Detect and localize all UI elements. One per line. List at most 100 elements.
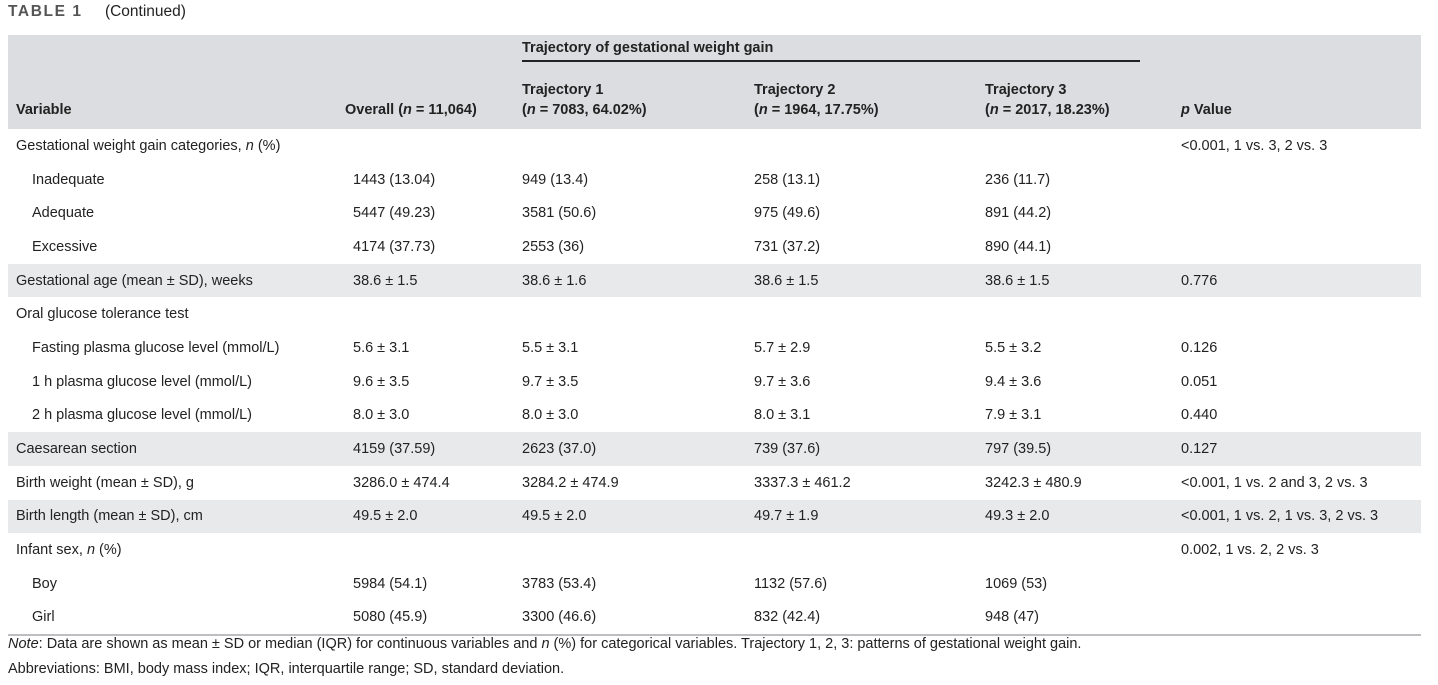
cell-overall: 49.5 ± 2.0 — [353, 499, 522, 534]
table-row: Girl 5080 (45.9) 3300 (46.6) 832 (42.4) 948 … — [8, 601, 1421, 635]
table-abbreviations: Abbreviations: BMI, body mass index; IQR… — [8, 661, 565, 677]
header-variable: Variable — [8, 64, 353, 129]
header-trajectory-3-n: n — [989, 102, 999, 118]
cell-overall: 5984 (54.1) — [353, 575, 428, 592]
cell-variable: Girl — [8, 601, 353, 635]
data-table-container: Trajectory of gestational weight gain Va… — [8, 35, 1421, 637]
header-trajectory-2-n: n — [758, 102, 768, 118]
header-trajectory-2-title: Trajectory 2 — [754, 82, 836, 98]
cell-variable: Adequate — [8, 196, 353, 230]
header-trajectory-1-count: = 7083, 64.02%) — [535, 102, 647, 118]
variable-label-tail: (%) — [95, 542, 122, 559]
variable-label: Gestational weight gain categories, — [16, 137, 246, 154]
cell-trajectory-2: 9.7 ± 3.6 — [754, 373, 811, 390]
header-overall-n: n — [403, 102, 412, 118]
cell-variable: 2 h plasma glucose level (mmol/L) — [8, 399, 353, 433]
cell-overall: 5080 (45.9) — [353, 609, 428, 626]
variable-label: Infant sex, — [16, 542, 87, 559]
cell-trajectory-3: 890 (44.1) — [985, 238, 1052, 255]
header-trajectory-2-paren: ( — [754, 102, 759, 118]
cell-trajectory-1: 2553 (36) — [522, 238, 585, 255]
variable-label: Inadequate — [32, 171, 105, 188]
header-column-row: Variable Overall (n = 11,064) Trajectory… — [8, 64, 1421, 129]
cell-variable: 1 h plasma glucose level (mmol/L) — [8, 365, 353, 399]
cell-variable: Excessive — [8, 230, 353, 264]
table-continued-label: (Continued) — [104, 3, 186, 20]
cell-trajectory-1: 49.5 ± 2.0 — [522, 499, 754, 534]
cell-trajectory-2: 1132 (57.6) — [754, 575, 828, 592]
cell-overall — [353, 533, 522, 567]
table-row: 1 h plasma glucose level (mmol/L) 9.6 ± 3… — [8, 365, 1421, 399]
cell-trajectory-2 — [754, 533, 985, 567]
table-row: Boy 5984 (54.1) 3783 (53.4) 1132 (57.6) 1069… — [8, 567, 1421, 601]
cell-trajectory-1: 5.5 ± 3.1 — [522, 339, 579, 356]
cell-trajectory-1: 2623 (37.0) — [522, 432, 754, 466]
cell-trajectory-3 — [985, 297, 1181, 331]
variable-label: Birth length (mean ± SD), cm — [16, 508, 203, 525]
cell-trajectory-3: 3242.3 ± 480.9 — [985, 474, 1082, 491]
cell-trajectory-3: 891 (44.2) — [985, 205, 1052, 222]
header-trajectory-3-paren: ( — [985, 102, 990, 118]
cell-overall: 9.6 ± 3.5 — [353, 373, 410, 390]
cell-trajectory-3: 9.4 ± 3.6 — [985, 373, 1042, 390]
cell-trajectory-3: 5.5 ± 3.2 — [985, 339, 1042, 356]
cell-trajectory-2: 3337.3 ± 461.2 — [754, 474, 851, 491]
cell-overall: 3286.0 ± 474.4 — [353, 474, 450, 491]
cell-trajectory-3 — [985, 533, 1181, 567]
cell-trajectory-3: 797 (39.5) — [985, 432, 1181, 466]
header-trajectory-1-title: Trajectory 1 — [522, 82, 604, 98]
note-n: n — [541, 636, 550, 652]
cell-variable: Fasting plasma glucose level (mmol/L) — [8, 331, 353, 365]
cell-overall: 5447 (49.23) — [353, 205, 436, 222]
cell-trajectory-3: 948 (47) — [985, 609, 1040, 626]
cell-p-value — [1181, 567, 1421, 601]
cell-trajectory-3: 38.6 ± 1.5 — [985, 263, 1181, 298]
note-text-b: (%) for categorical variables. Trajector… — [549, 636, 1082, 652]
cell-trajectory-1: 949 (13.4) — [522, 171, 589, 188]
cell-variable: Oral glucose tolerance test — [8, 297, 353, 331]
table-row: Birth length (mean ± SD), cm 49.5 ± 2.0 49… — [8, 499, 1421, 534]
cell-trajectory-2: 975 (49.6) — [754, 205, 821, 222]
variable-label: Fasting plasma glucose level (mmol/L) — [32, 339, 280, 356]
table-caption: TABLE 1 (Continued) — [8, 3, 186, 21]
table-row: 2 h plasma glucose level (mmol/L) 8.0 ± 3… — [8, 399, 1421, 433]
variable-label: Girl — [32, 609, 55, 626]
cell-trajectory-1: 9.7 ± 3.5 — [522, 373, 579, 390]
cell-p-value: 0.776 — [1181, 263, 1421, 298]
variable-label: Adequate — [32, 205, 95, 222]
variable-label: Boy — [32, 575, 57, 592]
cell-trajectory-1 — [522, 297, 754, 331]
cell-trajectory-1: 8.0 ± 3.0 — [522, 407, 579, 424]
cell-variable: Inadequate — [8, 163, 353, 197]
cell-p-value: 0.002, 1 vs. 2, 2 vs. 3 — [1181, 542, 1319, 559]
cell-trajectory-1: 3300 (46.6) — [522, 609, 597, 626]
cell-trajectory-2: 832 (42.4) — [754, 609, 821, 626]
data-table: Trajectory of gestational weight gain Va… — [8, 35, 1421, 634]
header-variable-label: Variable — [16, 102, 72, 118]
cell-trajectory-2: 49.7 ± 1.9 — [754, 499, 985, 534]
cell-trajectory-2: 258 (13.1) — [754, 171, 821, 188]
header-p-value-p: p — [1181, 102, 1190, 118]
cell-trajectory-3: 236 (11.7) — [985, 171, 1051, 188]
variable-label-tail: (%) — [253, 137, 281, 154]
group-header-rule — [522, 59, 1140, 62]
header-trajectory-2-count: = 1964, 17.75%) — [767, 102, 879, 118]
cell-trajectory-2 — [754, 129, 985, 163]
cell-trajectory-2: 731 (37.2) — [754, 238, 821, 255]
cell-variable: Caesarean section — [8, 432, 353, 466]
table-label: TABLE 1 — [8, 3, 83, 20]
header-p-value: p Value — [1181, 64, 1421, 129]
variable-label: Excessive — [32, 238, 98, 255]
note-text-a: : Data are shown as mean ± SD or median … — [38, 636, 542, 652]
table-row: Gestational age (mean ± SD), weeks 38.6 ±… — [8, 263, 1421, 298]
cell-trajectory-2: 38.6 ± 1.5 — [754, 263, 985, 298]
header-overall-count: = 11,064) — [411, 102, 477, 118]
cell-trajectory-1: 38.6 ± 1.6 — [522, 263, 754, 298]
cell-trajectory-2: 739 (37.6) — [754, 432, 985, 466]
variable-label: 1 h plasma glucose level (mmol/L) — [32, 373, 253, 390]
header-trajectory-3-count: = 2017, 18.23%) — [998, 102, 1110, 118]
table-row: Adequate 5447 (49.23) 3581 (50.6) 975 (49.6… — [8, 196, 1421, 230]
cell-p-value: <0.001, 1 vs. 3, 2 vs. 3 — [1181, 137, 1328, 154]
header-trajectory-1-paren: ( — [522, 102, 527, 118]
cell-p-value: 0.127 — [1181, 432, 1421, 466]
